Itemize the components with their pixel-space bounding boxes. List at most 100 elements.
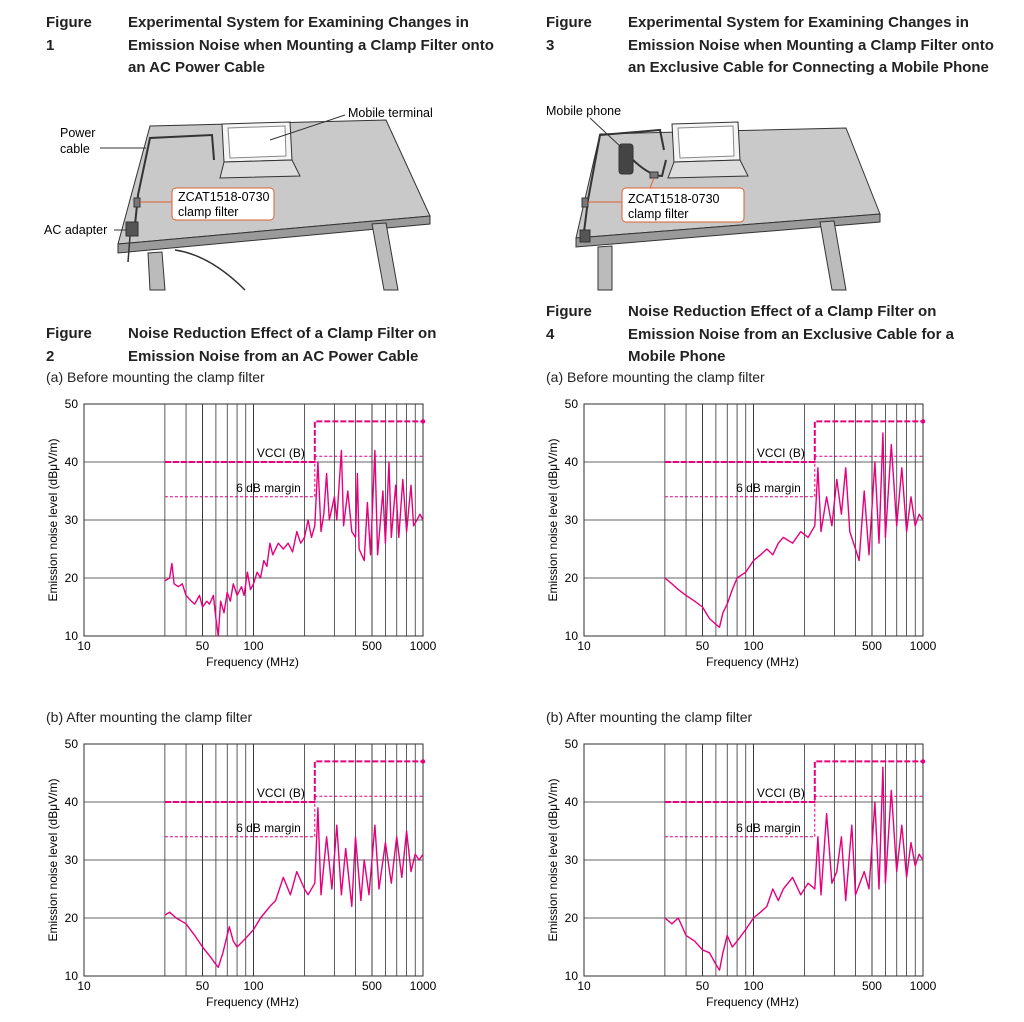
- limit-end-marker: [420, 759, 426, 764]
- figure-title: Noise Reduction Effect of a Clamp Filter…: [128, 325, 437, 365]
- x-tick-label: 10: [77, 979, 91, 993]
- figure-label: Figure 4: [546, 303, 592, 343]
- illustration-label: ZCAT1518-0730: [178, 190, 270, 204]
- series-line: [664, 760, 923, 803]
- illustration-label: cable: [60, 142, 90, 156]
- y-axis-label: Emission noise level (dBμV/m): [546, 439, 560, 602]
- series-line: [164, 807, 424, 968]
- y-tick-label: 40: [65, 795, 79, 809]
- series-line: [664, 420, 923, 463]
- y-tick-label: 40: [65, 455, 79, 469]
- y-tick-label: 10: [65, 629, 79, 643]
- series-line: [664, 432, 924, 628]
- y-tick-label: 50: [565, 397, 579, 411]
- y-tick-label: 30: [565, 513, 579, 527]
- illustration-label: Mobile phone: [546, 104, 621, 118]
- y-tick-label: 20: [65, 571, 79, 585]
- y-axis-label: Emission noise level (dBμV/m): [546, 779, 560, 942]
- illustration-figure-1: [100, 114, 431, 291]
- figure-title: Experimental System for Examining Change…: [628, 14, 994, 76]
- figure-title: Noise Reduction Effect of a Clamp Filter…: [628, 303, 954, 365]
- y-tick-label: 10: [565, 629, 579, 643]
- annotation: 6 dB margin: [736, 481, 801, 495]
- limit-end-marker: [420, 419, 426, 424]
- plot-frame: [83, 403, 424, 637]
- illustration-label: Mobile terminal: [348, 106, 433, 120]
- y-tick-label: 40: [565, 795, 579, 809]
- x-tick-label: 50: [696, 639, 710, 653]
- x-tick-label: 1000: [410, 979, 437, 993]
- x-tick-label: 1000: [910, 979, 937, 993]
- x-tick-label: 10: [577, 979, 591, 993]
- chart-subtitle: (b) After mounting the clamp filter: [546, 709, 753, 725]
- limit-end-marker: [920, 419, 926, 424]
- series-line: [164, 420, 423, 463]
- plot-frame: [583, 743, 924, 977]
- y-axis-label: Emission noise level (dBμV/m): [46, 779, 60, 942]
- y-tick-label: 20: [565, 911, 579, 925]
- y-tick-label: 40: [565, 455, 579, 469]
- x-tick-label: 500: [362, 639, 382, 653]
- chart-subtitle: (a) Before mounting the clamp filter: [546, 369, 765, 385]
- series-line: [664, 766, 924, 971]
- y-tick-label: 30: [65, 513, 79, 527]
- y-tick-label: 30: [65, 853, 79, 867]
- y-tick-label: 50: [65, 737, 79, 751]
- x-axis-label: Frequency (MHz): [206, 655, 299, 669]
- illustration-label: Power: [60, 126, 95, 140]
- annotation: VCCI (B): [757, 786, 805, 800]
- illustration-label: ZCAT1518-0730: [628, 192, 720, 206]
- annotation: VCCI (B): [257, 446, 305, 460]
- series-line: [164, 455, 423, 498]
- figure-label: Figure 1: [46, 14, 92, 54]
- x-tick-label: 100: [243, 639, 263, 653]
- y-tick-label: 50: [65, 397, 79, 411]
- x-tick-label: 50: [696, 979, 710, 993]
- x-tick-label: 50: [196, 639, 210, 653]
- series-line: [664, 795, 923, 838]
- annotation: 6 dB margin: [236, 821, 301, 835]
- x-tick-label: 50: [196, 979, 210, 993]
- x-axis-label: Frequency (MHz): [706, 995, 799, 1009]
- x-axis-label: Frequency (MHz): [206, 995, 299, 1009]
- x-tick-label: 1000: [910, 639, 937, 653]
- annotation: VCCI (B): [757, 446, 805, 460]
- y-tick-label: 10: [65, 969, 79, 983]
- series-line: [164, 795, 423, 838]
- illustration-figure-3: [575, 117, 881, 291]
- plot-frame: [83, 743, 424, 977]
- figure-label: Figure 2: [46, 325, 92, 365]
- figure-title: Experimental System for Examining Change…: [128, 14, 494, 76]
- x-tick-label: 10: [577, 639, 591, 653]
- chart-subtitle: (b) After mounting the clamp filter: [46, 709, 253, 725]
- limit-end-marker: [920, 759, 926, 764]
- x-tick-label: 500: [862, 979, 882, 993]
- illustration-label: clamp filter: [178, 205, 238, 219]
- illustration-label: clamp filter: [628, 207, 688, 221]
- y-tick-label: 30: [565, 853, 579, 867]
- series-line: [164, 760, 423, 803]
- chart-subtitle: (a) Before mounting the clamp filter: [46, 369, 265, 385]
- x-tick-label: 500: [362, 979, 382, 993]
- y-tick-label: 10: [565, 969, 579, 983]
- annotation: 6 dB margin: [236, 481, 301, 495]
- series-line: [664, 455, 923, 498]
- x-tick-label: 500: [862, 639, 882, 653]
- x-axis-label: Frequency (MHz): [706, 655, 799, 669]
- plot-frame: [583, 403, 924, 637]
- x-tick-label: 100: [743, 639, 763, 653]
- illustration-label: AC adapter: [44, 223, 107, 237]
- y-tick-label: 50: [565, 737, 579, 751]
- figure-label: Figure 3: [546, 14, 592, 54]
- y-tick-label: 20: [65, 911, 79, 925]
- series-line: [164, 449, 424, 637]
- annotation: 6 dB margin: [736, 821, 801, 835]
- x-tick-label: 10: [77, 639, 91, 653]
- illustrations: Power cable Mobile terminal ZCAT1518-073…: [44, 104, 881, 291]
- y-tick-label: 20: [565, 571, 579, 585]
- x-tick-label: 1000: [410, 639, 437, 653]
- x-tick-label: 100: [743, 979, 763, 993]
- y-axis-label: Emission noise level (dBμV/m): [46, 439, 60, 602]
- x-tick-label: 100: [243, 979, 263, 993]
